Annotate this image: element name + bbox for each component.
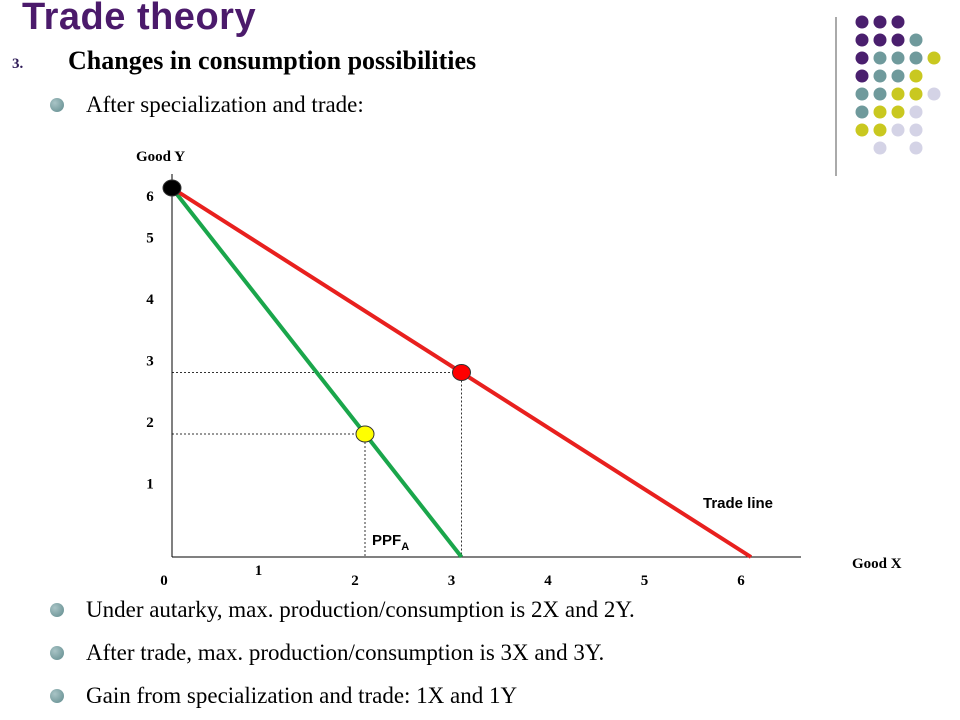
section-number: 3.: [12, 56, 24, 72]
y-tick-label: 3: [146, 354, 154, 370]
decorative-dot: [873, 33, 887, 47]
bullet-text: Under autarky, max. production/consumpti…: [86, 597, 635, 622]
bullet-dot-icon: [50, 646, 64, 660]
decorative-dot: [873, 69, 887, 83]
decorative-dot: [855, 15, 869, 29]
decorative-dot: [873, 105, 887, 119]
decorative-dot: [891, 51, 905, 65]
decorative-dot: [909, 123, 923, 137]
y-tick-label: 4: [146, 292, 154, 308]
bullet-text: After specialization and trade:: [86, 92, 364, 117]
decorative-dot: [891, 123, 905, 137]
decorative-dot: [909, 51, 923, 65]
bullet-item: Under autarky, max. production/consumpti…: [50, 597, 635, 623]
decorative-dot: [927, 87, 941, 101]
chart-markers: [162, 179, 471, 443]
bullet-item: After trade, max. production/consumption…: [50, 640, 604, 666]
decorative-dot: [873, 51, 887, 65]
x-tick-label: 2: [351, 573, 359, 589]
y-axis-label: Good Y: [136, 149, 185, 165]
decorative-dot: [873, 87, 887, 101]
ppf-series-subscript: A: [401, 541, 409, 553]
decorative-dot-grid: [835, 15, 941, 176]
decorative-dot: [909, 87, 923, 101]
decorative-dot: [873, 123, 887, 137]
ppf-line: [170, 186, 464, 559]
decorative-dot: [855, 51, 869, 65]
x-tick-label: 6: [737, 573, 745, 589]
bullet-text: Gain from specialization and trade: 1X a…: [86, 683, 518, 708]
bullet-text: After trade, max. production/consumption…: [86, 640, 605, 665]
x-tick-label: 1: [255, 563, 263, 579]
decorative-dot: [909, 33, 923, 47]
decorative-dot: [891, 33, 905, 47]
decorative-dot: [873, 141, 887, 155]
decorative-dot: [855, 87, 869, 101]
y-tick-label: 2: [146, 415, 154, 431]
bullet-dot-icon: [50, 98, 64, 112]
bullet-item: After specialization and trade:: [50, 92, 364, 118]
guide-lines: [172, 372, 462, 557]
chart-labels: Good Y Good X 0 1 2 3 4 5 6 1 2 3 4 5 6 PPFA Trade line: [136, 149, 902, 589]
data-point-marker: [162, 179, 182, 197]
y-tick-label: 6: [146, 189, 154, 205]
decorative-dot: [855, 123, 869, 137]
y-tick-label: 5: [146, 231, 154, 247]
bullet-dot-icon: [50, 689, 64, 703]
decorative-dot: [855, 69, 869, 83]
decorative-dot: [909, 69, 923, 83]
bullet-item: Gain from specialization and trade: 1X a…: [50, 683, 517, 709]
data-point-marker: [452, 364, 471, 381]
decorative-dot: [909, 141, 923, 155]
data-point-marker: [355, 425, 375, 443]
decorative-dot: [909, 105, 923, 119]
y-tick-label: 1: [146, 477, 154, 493]
decorative-dot: [891, 105, 905, 119]
decorative-dot: [891, 69, 905, 83]
origin-label: 0: [160, 573, 168, 589]
decorative-dot: [891, 15, 905, 29]
x-tick-label: 4: [544, 573, 552, 589]
x-axis-label: Good X: [852, 556, 902, 572]
chart-axes: [171, 174, 801, 558]
decorative-dot: [927, 51, 941, 65]
x-tick-label: 5: [641, 573, 649, 589]
decorative-dot: [891, 87, 905, 101]
bullet-dot-icon: [50, 603, 64, 617]
decorative-dot: [855, 105, 869, 119]
ppf-series-label: PPFA: [372, 532, 409, 553]
decorative-dot: [855, 33, 869, 47]
decorative-dot: [873, 15, 887, 29]
x-tick-label: 3: [448, 573, 456, 589]
slide-title: Trade theory: [22, 0, 257, 38]
section-title: Changes in consumption possibilities: [68, 46, 477, 75]
trade-line-series-label: Trade line: [703, 495, 773, 512]
